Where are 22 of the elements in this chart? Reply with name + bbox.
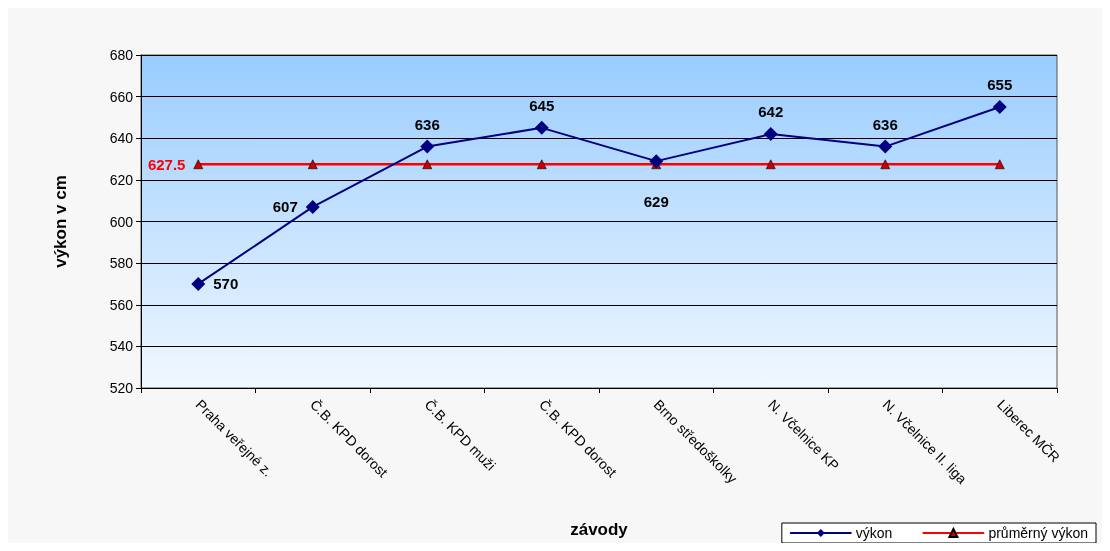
legend-label: průměrný výkon (988, 525, 1088, 541)
data-label: 570 (213, 275, 239, 293)
y-tick-label: 620 (109, 171, 134, 188)
legend-label: výkon (855, 525, 893, 541)
y-tick-label: 560 (109, 296, 134, 313)
y-tick-label: 640 (109, 130, 134, 147)
data-label: 607 (272, 198, 298, 216)
data-label: 629 (643, 193, 669, 211)
data-label: 655 (987, 76, 1013, 94)
y-tick-label: 600 (109, 213, 134, 230)
data-label: 645 (529, 96, 555, 114)
y-tick-label: 540 (109, 338, 134, 355)
data-label: 642 (758, 103, 784, 121)
y-tick-label: 660 (109, 88, 134, 105)
y-axis-title: výkon v cm (51, 175, 70, 268)
y-tick-label: 580 (109, 255, 134, 272)
data-label: 627.5 (147, 155, 186, 173)
data-label: 636 (414, 115, 440, 133)
x-axis-title: závody (570, 520, 629, 539)
y-tick-label: 680 (109, 47, 134, 63)
y-tick-label: 520 (109, 380, 134, 396)
data-label: 636 (872, 115, 898, 133)
